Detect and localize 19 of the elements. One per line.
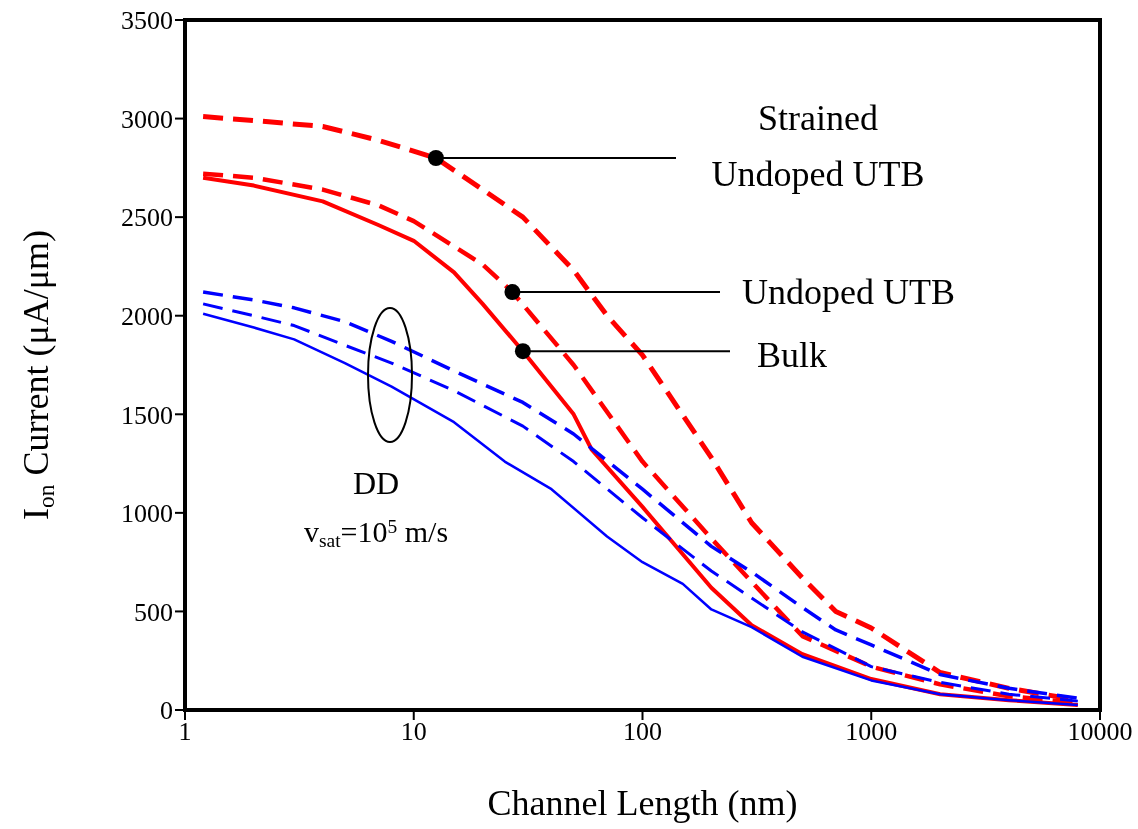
y-tick-label: 3500 <box>121 6 173 36</box>
y-tick-label: 500 <box>134 597 173 627</box>
x-tick-label: 10000 <box>1067 717 1133 747</box>
annotation: Bulk <box>757 335 828 376</box>
y-tick-label: 2500 <box>121 203 173 233</box>
y-tick-label: 1500 <box>121 400 173 430</box>
y-tick-label: 2000 <box>121 301 173 331</box>
annotation: v$_{sat}$=10$^{5}$ m/s <box>303 515 449 551</box>
annotation: DD <box>352 465 400 501</box>
annotation: Undoped UTB <box>742 272 955 313</box>
x-tick-label: 1 <box>178 717 192 747</box>
y-tick-label: 3000 <box>121 104 173 134</box>
y-tick-label: 0 <box>160 696 173 726</box>
x-axis-title: Channel Length (nm) <box>487 783 798 823</box>
annotation: Strained Undoped UTB <box>711 98 925 194</box>
x-tick-label: 10 <box>400 717 427 747</box>
y-tick-label: 1000 <box>121 499 173 529</box>
x-tick-label: 1000 <box>845 717 898 747</box>
x-tick-label: 100 <box>623 717 662 747</box>
